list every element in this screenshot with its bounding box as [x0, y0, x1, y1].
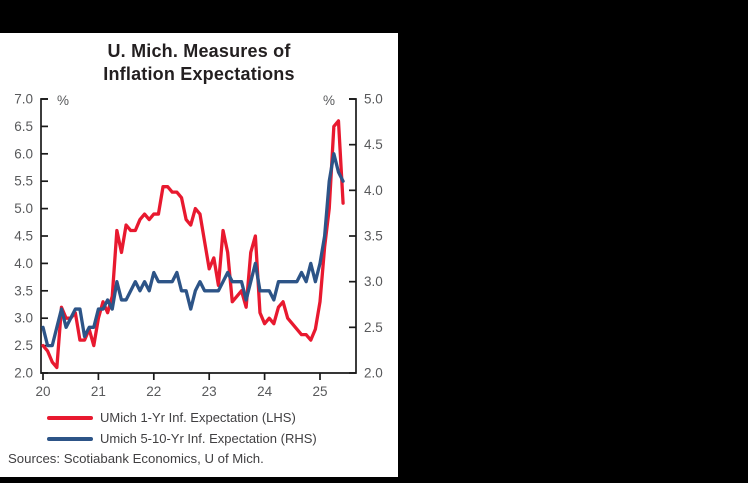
svg-text:5.0: 5.0	[364, 92, 383, 107]
svg-text:4.0: 4.0	[364, 183, 383, 198]
svg-text:3.5: 3.5	[14, 283, 33, 298]
inflation-expectations-line-chart: 7.0 6.5 6.0 5.5 5.0 4.5 4.0 3.5 3.0 2.5 2.0 5.0 4.5 4…	[14, 92, 383, 400]
legend-item-5-10yr: Umich 5-10-Yr Inf. Expectation (RHS)	[47, 428, 398, 449]
svg-text:2.5: 2.5	[364, 320, 383, 335]
svg-text:2.0: 2.0	[364, 366, 383, 381]
svg-text:%: %	[323, 93, 335, 108]
chart-panel: U. Mich. Measures of Inflation Expectati…	[0, 33, 398, 477]
chart-title-line1: U. Mich. Measures of	[107, 41, 291, 61]
svg-text:2.0: 2.0	[14, 366, 33, 381]
chart-title-line2: Inflation Expectations	[103, 64, 295, 84]
svg-text:24: 24	[257, 384, 273, 399]
svg-text:3.0: 3.0	[364, 274, 383, 289]
svg-text:4.5: 4.5	[14, 229, 33, 244]
svg-text:21: 21	[91, 384, 106, 399]
chart-title: U. Mich. Measures of Inflation Expectati…	[0, 40, 398, 86]
svg-text:3.5: 3.5	[364, 229, 383, 244]
legend-label-5-10yr: Umich 5-10-Yr Inf. Expectation (RHS)	[100, 431, 317, 446]
red-line-swatch	[47, 415, 93, 420]
svg-text:6.5: 6.5	[14, 119, 33, 134]
navy-line-swatch	[47, 436, 93, 441]
svg-text:2.5: 2.5	[14, 338, 33, 353]
svg-text:4.5: 4.5	[364, 137, 383, 152]
svg-text:3.0: 3.0	[14, 311, 33, 326]
svg-text:4.0: 4.0	[14, 256, 33, 271]
sources-text: Sources: Scotiabank Economics, U of Mich…	[8, 451, 264, 466]
svg-text:20: 20	[35, 384, 50, 399]
svg-text:5.0: 5.0	[14, 201, 33, 216]
svg-text:%: %	[57, 93, 69, 108]
svg-text:25: 25	[312, 384, 327, 399]
svg-text:23: 23	[202, 384, 217, 399]
legend-label-1yr: UMich 1-Yr Inf. Expectation (LHS)	[100, 410, 296, 425]
legend-item-1yr: UMich 1-Yr Inf. Expectation (LHS)	[47, 407, 398, 428]
chart-legend: UMich 1-Yr Inf. Expectation (LHS) Umich …	[0, 407, 398, 449]
svg-text:5.5: 5.5	[14, 174, 33, 189]
svg-text:7.0: 7.0	[14, 92, 33, 107]
svg-text:6.0: 6.0	[14, 146, 33, 161]
svg-text:22: 22	[146, 384, 161, 399]
